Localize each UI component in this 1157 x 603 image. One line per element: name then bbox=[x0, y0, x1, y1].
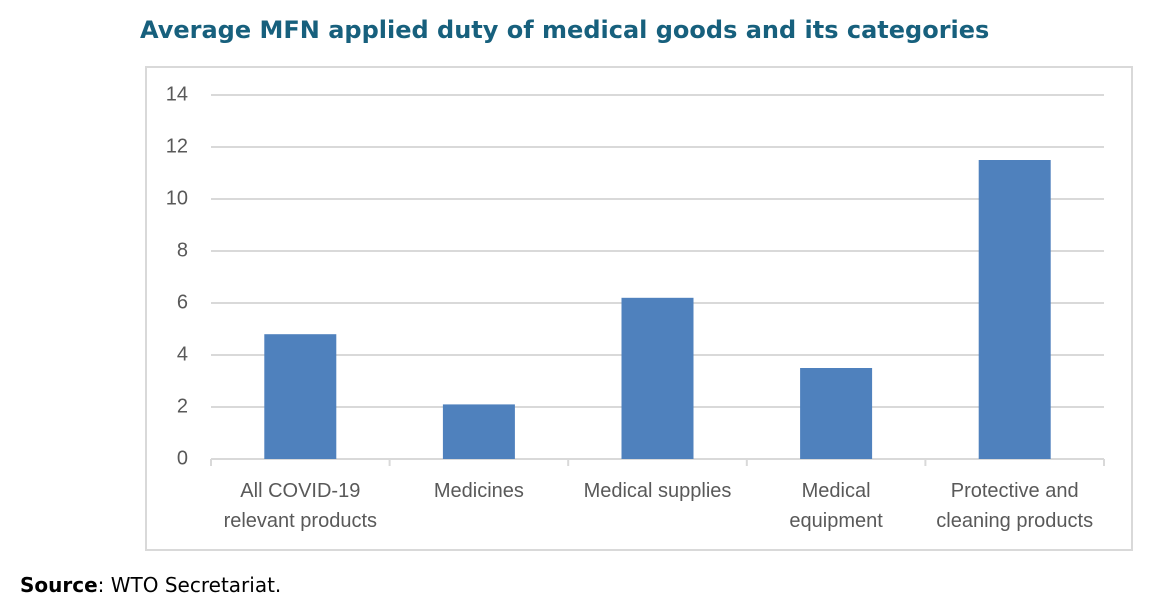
y-tick-label: 12 bbox=[166, 135, 188, 157]
bar bbox=[264, 334, 337, 459]
y-tick-label: 10 bbox=[166, 187, 188, 209]
y-tick-label: 14 bbox=[166, 83, 188, 105]
y-tick-label: 0 bbox=[177, 447, 188, 469]
source-text: : WTO Secretariat. bbox=[97, 573, 282, 597]
y-tick-label: 2 bbox=[177, 395, 188, 417]
x-tick-label: Protective and cleaning products bbox=[936, 480, 1094, 532]
x-tick-label: Medical supplies bbox=[583, 480, 732, 502]
chart-frame bbox=[145, 66, 1133, 551]
bar bbox=[800, 368, 873, 459]
chart-title: Average MFN applied duty of medical good… bbox=[140, 16, 990, 44]
y-tick-label: 6 bbox=[177, 291, 188, 313]
bar bbox=[442, 404, 515, 459]
y-tick-label: 4 bbox=[177, 343, 188, 365]
source-label: Source bbox=[20, 573, 98, 597]
bar bbox=[621, 297, 694, 459]
x-tick-label: Medical equipment bbox=[789, 480, 883, 532]
x-tick-label: All COVID-19 relevant products bbox=[223, 480, 377, 532]
source: Source: WTO Secretariat. bbox=[20, 573, 281, 597]
x-tick-label: Medicines bbox=[433, 480, 524, 502]
bar bbox=[978, 160, 1051, 459]
y-tick-label: 8 bbox=[177, 239, 188, 261]
